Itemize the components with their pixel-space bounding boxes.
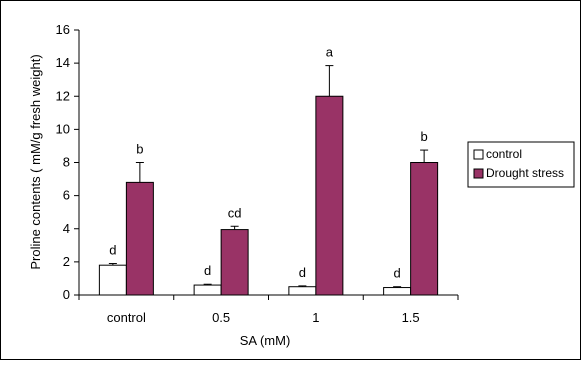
bar-drought-stress (125, 181, 154, 296)
significance-label: cd (228, 205, 242, 220)
significance-label: a (326, 45, 334, 60)
y-axis-label: Proline contents ( mM/g fresh weight) (28, 54, 43, 269)
bar-drought-stress (220, 229, 249, 296)
y-tick-label: 10 (56, 121, 70, 136)
y-tick-label: 0 (63, 287, 70, 302)
x-tick-label: 0.5 (212, 310, 230, 325)
x-axis-label: SA (mM) (240, 333, 291, 348)
y-tick-label: 12 (56, 88, 70, 103)
legend-label-drought-stress: Drought stress (486, 166, 564, 180)
bar-control (383, 287, 412, 296)
x-tick-label: 1 (312, 310, 319, 325)
y-tick-label: 16 (56, 22, 70, 37)
bar-control (193, 284, 222, 296)
legend-swatch-drought (473, 168, 484, 179)
y-tick-label: 4 (63, 221, 70, 236)
bar-drought-stress (315, 95, 344, 296)
y-tick-label: 8 (63, 155, 70, 170)
significance-label: d (299, 265, 306, 280)
significance-label: b (421, 129, 428, 144)
significance-label: b (136, 142, 143, 157)
y-tick-label: 14 (56, 55, 70, 70)
y-tick-label: 6 (63, 188, 70, 203)
y-tick-label: 2 (63, 254, 70, 269)
legend-swatch-control (473, 149, 484, 160)
legend-box (467, 141, 575, 188)
plot-area: 0 2 4 6 8 10 12 14 16 control d b 0.5 d cd 1 d a 1.5 d b (56, 22, 459, 325)
legend-label-control: control (486, 147, 522, 161)
bar-control (288, 286, 317, 296)
legend: control Drought stress (467, 141, 575, 188)
x-tick-label: control (107, 310, 146, 325)
significance-label: d (204, 263, 211, 278)
x-tick-label: 1.5 (402, 310, 420, 325)
significance-label: d (109, 243, 116, 258)
bar-control (98, 264, 127, 296)
significance-label: d (394, 266, 401, 281)
bar-drought-stress (410, 162, 439, 296)
